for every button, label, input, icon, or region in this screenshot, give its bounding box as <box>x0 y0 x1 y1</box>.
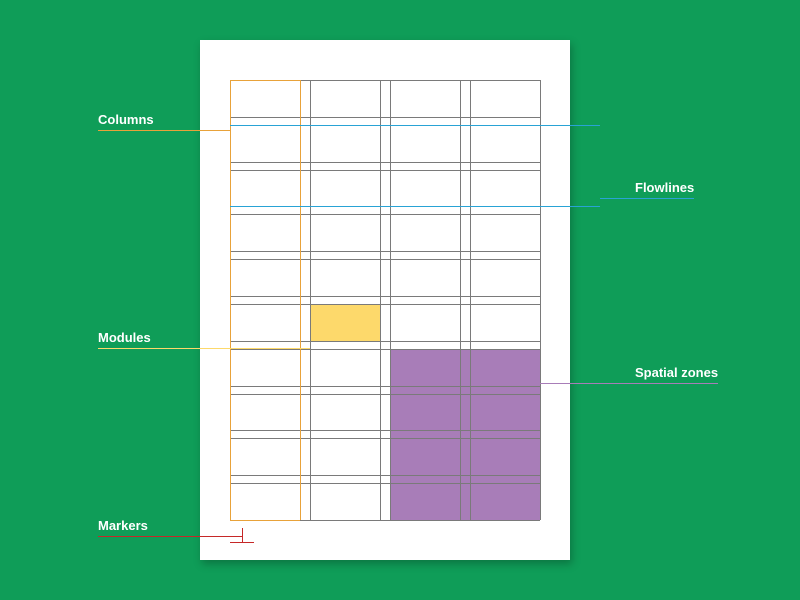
grid-line <box>230 170 540 171</box>
label-columns: Columns <box>98 112 154 131</box>
leader-line <box>520 383 635 384</box>
grid-line <box>230 304 540 305</box>
grid-line <box>460 80 461 520</box>
grid-line <box>540 80 541 520</box>
grid-line <box>230 438 540 439</box>
grid-line <box>230 394 540 395</box>
grid-line <box>230 80 300 81</box>
grid-line <box>230 542 254 543</box>
grid-line <box>230 483 540 484</box>
grid-line <box>310 80 311 520</box>
grid-line <box>230 162 540 163</box>
module-highlight <box>310 304 380 341</box>
grid-line <box>470 80 471 520</box>
diagram-stage: Columns Flowlines Modules Spatial zones Mark… <box>0 0 800 600</box>
grid-line <box>230 386 540 387</box>
grid-line <box>230 125 600 126</box>
label-zones: Spatial zones <box>635 365 718 384</box>
leader-line <box>600 198 635 199</box>
grid-line <box>230 117 540 118</box>
label-modules: Modules <box>98 330 151 349</box>
grid-line <box>242 528 243 542</box>
grid-line <box>230 520 300 521</box>
leader-line <box>151 348 310 349</box>
grid-line <box>230 214 540 215</box>
grid-line <box>300 80 301 520</box>
leader-line <box>148 536 242 537</box>
grid-line <box>230 80 231 520</box>
spatial-zone-highlight <box>390 349 540 520</box>
grid-line <box>230 296 540 297</box>
grid-line <box>390 80 391 520</box>
grid-line <box>380 80 381 520</box>
leader-line <box>154 130 230 131</box>
grid-line <box>230 430 540 431</box>
grid-line <box>230 251 540 252</box>
grid-line <box>230 475 540 476</box>
label-markers: Markers <box>98 518 148 537</box>
grid-line <box>230 341 540 342</box>
grid-line <box>230 206 600 207</box>
label-flowlines: Flowlines <box>635 180 694 199</box>
grid-line <box>230 259 540 260</box>
